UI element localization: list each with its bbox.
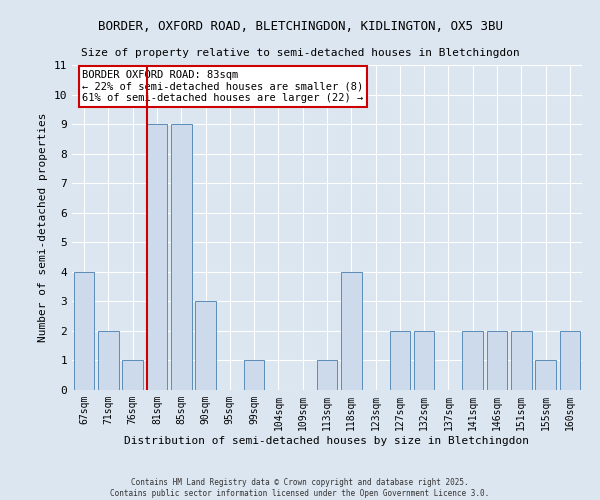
Bar (535, 360, 556, 390)
Bar (341, 272, 362, 390)
Bar (195, 302, 216, 390)
Bar (122, 360, 143, 390)
Bar (74, 272, 94, 390)
Bar (463, 331, 483, 390)
Bar (98, 331, 119, 390)
Text: Contains HM Land Registry data © Crown copyright and database right 2025.
Contai: Contains HM Land Registry data © Crown c… (110, 478, 490, 498)
Text: Size of property relative to semi-detached houses in Bletchingdon: Size of property relative to semi-detach… (80, 48, 520, 58)
Bar (317, 360, 337, 390)
Bar (414, 331, 434, 390)
Text: BORDER OXFORD ROAD: 83sqm
← 22% of semi-detached houses are smaller (8)
61% of s: BORDER OXFORD ROAD: 83sqm ← 22% of semi-… (82, 70, 364, 103)
Bar (171, 124, 191, 390)
Y-axis label: Number of semi-detached properties: Number of semi-detached properties (38, 113, 48, 342)
X-axis label: Distribution of semi-detached houses by size in Bletchingdon: Distribution of semi-detached houses by … (125, 436, 530, 446)
Bar (511, 331, 532, 390)
Bar (146, 124, 167, 390)
Bar (389, 331, 410, 390)
Bar (244, 360, 265, 390)
Bar (487, 331, 508, 390)
Text: BORDER, OXFORD ROAD, BLETCHINGDON, KIDLINGTON, OX5 3BU: BORDER, OXFORD ROAD, BLETCHINGDON, KIDLI… (97, 20, 503, 33)
Bar (560, 331, 580, 390)
